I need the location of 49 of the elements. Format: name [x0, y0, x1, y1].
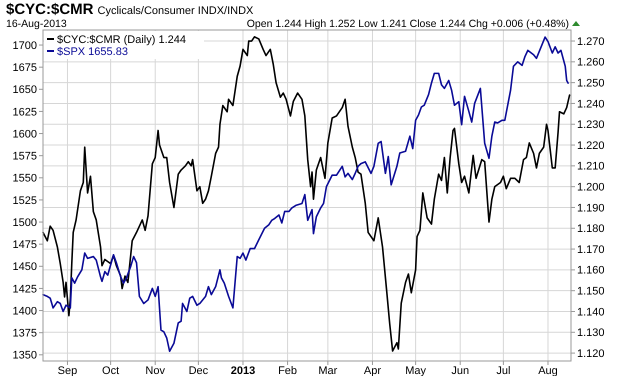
- y2-tick-label: 1.260: [577, 56, 605, 69]
- x-tick-label: Dec: [188, 365, 209, 376]
- y-tick-label: 1700: [12, 40, 37, 52]
- y2-tick-label: 1.160: [577, 264, 605, 277]
- x-tick-label: 2013: [230, 365, 256, 376]
- y2-tick-label: 1.210: [577, 160, 605, 173]
- annotation: Open 1.244 High 1.252 Low 1.241 Close 1.244 Chg +0.006 (+0.48%): [246, 18, 569, 30]
- x-tick-label: Jul: [496, 365, 510, 376]
- x-tick-label: Aug: [538, 365, 558, 376]
- x-tick-label: Apr: [364, 365, 382, 376]
- legend-label: $CYC:$CMR (Daily) 1.244: [57, 34, 186, 46]
- y2-tick-label: 1.150: [577, 286, 605, 298]
- y-tick-label: 1675: [12, 62, 37, 74]
- y2-tick-label: 1.120: [577, 348, 605, 360]
- y2-tick-label: 1.130: [577, 327, 605, 340]
- y2-tick-label: 1.250: [577, 77, 605, 90]
- x-tick-label: Mar: [318, 365, 338, 376]
- y2-tick-label: 1.270: [577, 36, 605, 48]
- y-tick-label: 1575: [12, 150, 37, 163]
- y-tick-label: 1450: [12, 261, 37, 274]
- x-tick-label: Oct: [102, 365, 120, 376]
- y-tick-label: 1550: [12, 172, 37, 185]
- x-tick-label: Jun: [451, 365, 470, 376]
- annotation: 16-Aug-2013: [6, 18, 67, 30]
- y-tick-label: 1475: [12, 239, 37, 252]
- x-tick-label: Feb: [278, 365, 298, 376]
- y2-tick-label: 1.200: [577, 182, 605, 194]
- y-tick-label: 1525: [12, 194, 37, 207]
- y2-tick-label: 1.180: [577, 223, 605, 236]
- y-tick-label: 1375: [12, 328, 37, 340]
- y-tick-label: 1625: [12, 106, 37, 118]
- y-tick-label: 1350: [12, 350, 37, 362]
- x-tick-label: Sep: [58, 365, 78, 376]
- x-tick-label: Nov: [145, 365, 166, 376]
- y-tick-label: 1400: [12, 305, 37, 318]
- x-tick-label: May: [405, 365, 427, 376]
- y2-tick-label: 1.170: [577, 244, 605, 256]
- y-tick-label: 1500: [12, 216, 37, 229]
- chart-title: $CYC:$CMR: [6, 1, 94, 18]
- y-tick-label: 1650: [12, 84, 37, 96]
- y-tick-label: 1600: [12, 128, 37, 140]
- y2-tick-label: 1.220: [577, 140, 605, 152]
- y2-tick-label: 1.230: [577, 119, 605, 132]
- y2-tick-label: 1.240: [577, 98, 605, 110]
- y-tick-label: 1425: [12, 283, 37, 296]
- legend-label: $SPX 1655.83: [57, 46, 128, 58]
- chart-subtitle: Cyclicals/Consumer INDX/INDX: [98, 5, 254, 17]
- y2-tick-label: 1.190: [577, 202, 605, 214]
- y2-tick-label: 1.140: [577, 306, 605, 318]
